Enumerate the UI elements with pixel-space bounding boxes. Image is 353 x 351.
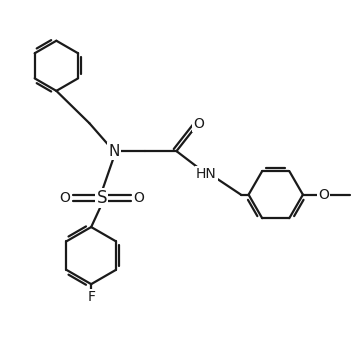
Text: O: O [318,188,329,202]
Text: HN: HN [196,167,216,181]
Text: N: N [108,144,120,159]
Text: O: O [60,191,71,205]
Text: O: O [133,191,144,205]
Text: O: O [193,117,204,131]
Text: S: S [96,189,107,207]
Text: F: F [87,290,95,304]
